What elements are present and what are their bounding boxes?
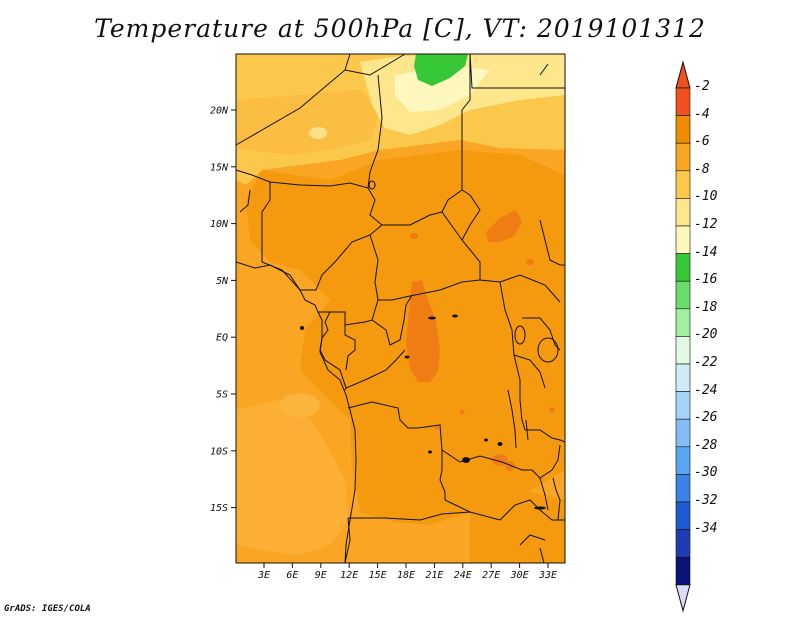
colorbar-label: -24 bbox=[694, 382, 718, 398]
lat-tick-label: 5S bbox=[216, 390, 228, 401]
colorbar-label: -34 bbox=[694, 520, 718, 536]
plot-frame bbox=[235, 53, 566, 564]
lat-tick-label: 5N bbox=[216, 276, 229, 287]
lon-tick-label: 18E bbox=[397, 570, 415, 581]
country-borders bbox=[235, 53, 566, 564]
colorbar-swatch bbox=[675, 142, 691, 172]
lon-tick-label: 6E bbox=[286, 570, 298, 581]
colorbar-swatch bbox=[675, 363, 691, 392]
colorbar bbox=[675, 60, 691, 613]
lon-tick-label: 21E bbox=[425, 570, 443, 581]
lat-tick-label: 15S bbox=[210, 503, 228, 514]
lon-tick-label: 12E bbox=[340, 570, 358, 581]
colorbar-label: -30 bbox=[694, 465, 718, 481]
colorbar-swatch bbox=[675, 446, 691, 475]
colorbar-label: -10 bbox=[694, 189, 718, 205]
lon-tick-label: 33E bbox=[538, 570, 557, 581]
colorbar-swatch bbox=[675, 391, 691, 420]
colorbar-swatch bbox=[675, 115, 691, 144]
lon-tick-label: 24E bbox=[454, 570, 472, 581]
lat-tick-label: 10N bbox=[210, 219, 229, 230]
colorbar-label: -20 bbox=[694, 327, 718, 343]
lon-tick-label: 9E bbox=[315, 570, 327, 581]
lat-tick-label: 20N bbox=[210, 106, 229, 117]
colorbar-label: -18 bbox=[694, 299, 718, 315]
colorbar-swatch bbox=[675, 529, 691, 558]
colorbar-label: -16 bbox=[694, 272, 718, 288]
lat-tick-label: 10S bbox=[210, 446, 228, 457]
latitude-axis: 20N 15N 10N 5N EQ 5S 10S 15S bbox=[210, 106, 236, 514]
colorbar-label: -22 bbox=[694, 355, 718, 370]
colorbar-swatch bbox=[675, 280, 691, 310]
colorbar-label: -26 bbox=[694, 410, 718, 426]
colorbar-label: -4 bbox=[694, 106, 710, 122]
colorbar-label: -8 bbox=[694, 161, 710, 177]
colorbar-swatch bbox=[675, 501, 691, 530]
colorbar-max-tip bbox=[675, 60, 691, 89]
colorbar-swatch bbox=[675, 474, 691, 503]
lon-tick-label: 3E bbox=[257, 570, 270, 581]
colorbar-label: -32 bbox=[694, 493, 718, 508]
longitude-axis: 3E 6E 9E 12E 15E 18E 21E 24E 27E 30E 33E bbox=[257, 563, 557, 581]
colorbar-swatch bbox=[675, 253, 691, 282]
credit-text: GrADS: IGES/COLA bbox=[4, 604, 91, 614]
colorbar-label: -12 bbox=[694, 217, 718, 232]
colorbar-label: -2 bbox=[694, 79, 710, 94]
lat-tick-label: EQ bbox=[216, 333, 228, 344]
lon-tick-label: 27E bbox=[482, 570, 500, 581]
colorbar-swatch bbox=[675, 556, 691, 586]
water-features bbox=[300, 314, 546, 510]
colorbar-min-tip bbox=[675, 584, 691, 613]
colorbar-swatch bbox=[675, 418, 691, 448]
temperature-field bbox=[236, 54, 565, 563]
colorbar-label: -14 bbox=[694, 244, 718, 260]
colorbar-label: -28 bbox=[694, 437, 718, 453]
colorbar-swatch bbox=[675, 170, 691, 199]
map-title: Temperature at 500hPa [C], VT: 201910131… bbox=[94, 14, 706, 43]
colorbar-label: -6 bbox=[694, 134, 710, 150]
lat-tick-label: 15N bbox=[210, 162, 229, 173]
lon-tick-label: 30E bbox=[510, 570, 529, 581]
colorbar-swatch bbox=[675, 308, 691, 337]
colorbar-swatch bbox=[675, 225, 691, 254]
lon-tick-label: 15E bbox=[369, 570, 387, 581]
colorbar-swatch bbox=[675, 336, 691, 365]
colorbar-swatch bbox=[675, 198, 691, 227]
colorbar-swatch bbox=[675, 87, 691, 116]
